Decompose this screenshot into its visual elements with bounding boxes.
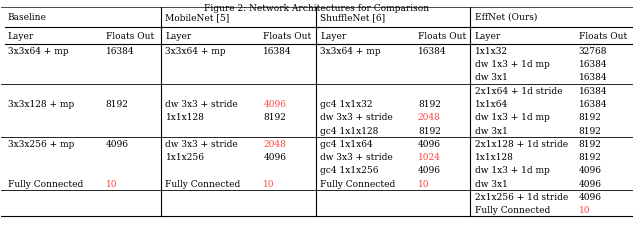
Text: 10: 10 <box>579 205 590 214</box>
Text: 32768: 32768 <box>579 47 607 56</box>
Text: Floats Out: Floats Out <box>263 32 312 41</box>
Text: 4096: 4096 <box>579 192 602 201</box>
Text: 2048: 2048 <box>263 139 286 148</box>
Text: 10: 10 <box>106 179 117 188</box>
Text: 8192: 8192 <box>418 100 441 109</box>
Text: 16384: 16384 <box>579 73 607 82</box>
Text: Floats Out: Floats Out <box>106 32 154 41</box>
Text: Layer: Layer <box>8 32 34 41</box>
Text: dw 1x3 + 1d mp: dw 1x3 + 1d mp <box>475 113 550 122</box>
Text: Floats Out: Floats Out <box>418 32 466 41</box>
Text: 8192: 8192 <box>579 126 602 135</box>
Text: 8192: 8192 <box>579 139 602 148</box>
Text: 16384: 16384 <box>579 60 607 69</box>
Text: 8192: 8192 <box>579 153 602 161</box>
Text: 3x3x256 + mp: 3x3x256 + mp <box>8 139 74 148</box>
Text: Figure 2: Network Architectures for Comparison: Figure 2: Network Architectures for Comp… <box>204 4 429 13</box>
Text: Floats Out: Floats Out <box>579 32 627 41</box>
Text: 8192: 8192 <box>579 113 602 122</box>
Text: Fully Connected: Fully Connected <box>166 179 241 188</box>
Text: 4096: 4096 <box>579 179 602 188</box>
Text: Layer: Layer <box>320 32 346 41</box>
Text: dw 3x3 + stride: dw 3x3 + stride <box>166 139 238 148</box>
Text: 4096: 4096 <box>418 166 441 175</box>
Text: 1024: 1024 <box>418 153 441 161</box>
Text: 1x1x64: 1x1x64 <box>475 100 508 109</box>
Text: Fully Connected: Fully Connected <box>8 179 83 188</box>
Text: dw 3x3 + stride: dw 3x3 + stride <box>320 153 393 161</box>
Text: dw 3x1: dw 3x1 <box>475 73 508 82</box>
Text: 4096: 4096 <box>263 100 286 109</box>
Text: Baseline: Baseline <box>8 13 47 22</box>
Text: 3x3x128 + mp: 3x3x128 + mp <box>8 100 74 109</box>
Text: 1x1x128: 1x1x128 <box>166 113 204 122</box>
Text: Fully Connected: Fully Connected <box>320 179 396 188</box>
Text: 16384: 16384 <box>418 47 447 56</box>
Text: 1x1x128: 1x1x128 <box>475 153 514 161</box>
Text: 2x1x64 + 1d stride: 2x1x64 + 1d stride <box>475 86 562 95</box>
Text: 4096: 4096 <box>263 153 286 161</box>
Text: EffNet (Ours): EffNet (Ours) <box>475 13 537 22</box>
Text: 3x3x64 + mp: 3x3x64 + mp <box>8 47 68 56</box>
Text: 8192: 8192 <box>418 126 441 135</box>
Text: Layer: Layer <box>166 32 192 41</box>
Text: 10: 10 <box>418 179 429 188</box>
Text: 1x1x32: 1x1x32 <box>475 47 508 56</box>
Text: 8192: 8192 <box>106 100 129 109</box>
Text: MobileNet [5]: MobileNet [5] <box>166 13 230 22</box>
Text: 2x1x128 + 1d stride: 2x1x128 + 1d stride <box>475 139 568 148</box>
Text: dw 1x3 + 1d mp: dw 1x3 + 1d mp <box>475 166 550 175</box>
Text: gc4 1x1x64: gc4 1x1x64 <box>320 139 373 148</box>
Text: 4096: 4096 <box>106 139 129 148</box>
Text: gc4 1x1x32: gc4 1x1x32 <box>320 100 372 109</box>
Text: 2x1x256 + 1d stride: 2x1x256 + 1d stride <box>475 192 568 201</box>
Text: 2048: 2048 <box>418 113 441 122</box>
Text: 4096: 4096 <box>418 139 441 148</box>
Text: dw 3x1: dw 3x1 <box>475 126 508 135</box>
Text: 1x1x256: 1x1x256 <box>166 153 205 161</box>
Text: 4096: 4096 <box>579 166 602 175</box>
Text: 16384: 16384 <box>579 100 607 109</box>
Text: dw 3x3 + stride: dw 3x3 + stride <box>166 100 238 109</box>
Text: 16384: 16384 <box>263 47 292 56</box>
Text: 16384: 16384 <box>579 86 607 95</box>
Text: gc4 1x1x128: gc4 1x1x128 <box>320 126 378 135</box>
Text: 8192: 8192 <box>263 113 286 122</box>
Text: dw 3x1: dw 3x1 <box>475 179 508 188</box>
Text: Layer: Layer <box>475 32 501 41</box>
Text: 16384: 16384 <box>106 47 134 56</box>
Text: dw 3x3 + stride: dw 3x3 + stride <box>320 113 393 122</box>
Text: 10: 10 <box>263 179 275 188</box>
Text: gc4 1x1x256: gc4 1x1x256 <box>320 166 379 175</box>
Text: 3x3x64 + mp: 3x3x64 + mp <box>166 47 226 56</box>
Text: 3x3x64 + mp: 3x3x64 + mp <box>320 47 381 56</box>
Text: Fully Connected: Fully Connected <box>475 205 550 214</box>
Text: ShuffleNet [6]: ShuffleNet [6] <box>320 13 385 22</box>
Text: dw 1x3 + 1d mp: dw 1x3 + 1d mp <box>475 60 550 69</box>
